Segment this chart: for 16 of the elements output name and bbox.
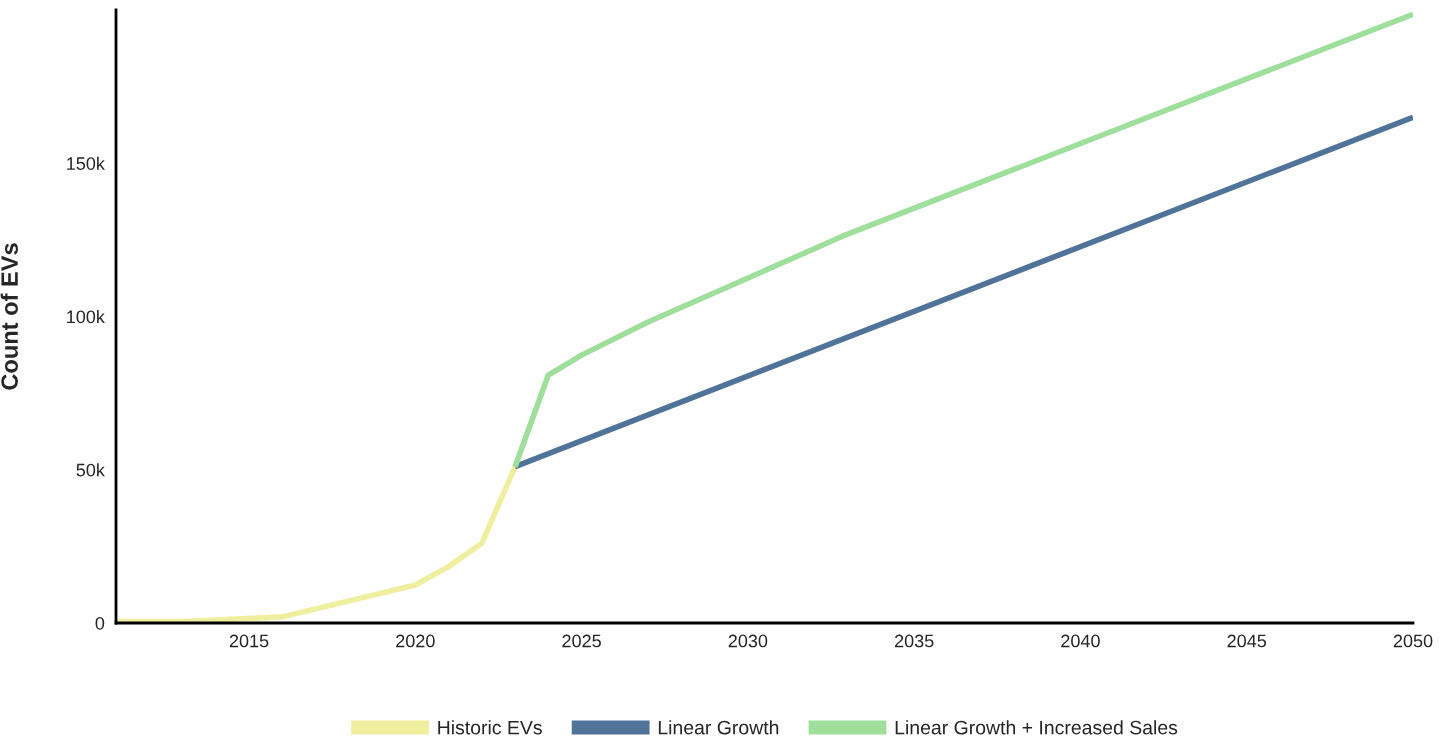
x-tick-label: 2015 [229,634,269,648]
y-tick-label: 0 [95,616,105,630]
x-tick-label: 2045 [1227,634,1267,648]
x-tick-label: 2025 [562,634,601,648]
y-tick-label: 50k [76,463,105,477]
x-tick-label: 2040 [1061,634,1100,648]
x-tick-label: 2030 [728,634,768,648]
y-tick-label: 100k [67,309,105,324]
legend-label: Historic EVs [438,720,542,735]
x-tick-label: 2035 [894,634,934,648]
x-tick-label: 2020 [396,634,435,648]
y-tick-label: 150k [67,156,105,170]
y-axis-title: Count of EVs [0,243,18,390]
x-tick-label: 2050 [1393,634,1433,648]
legend-label: Linear Growth + Increased Sales [895,720,1178,735]
legend-label: Linear Growth [658,720,779,735]
